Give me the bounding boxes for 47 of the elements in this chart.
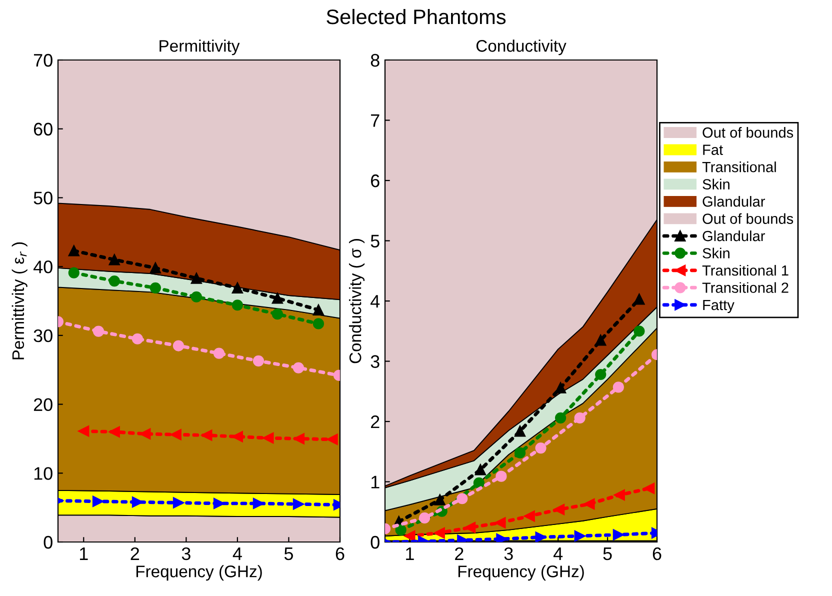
- x-tick-label: 5: [284, 548, 293, 560]
- legend-label: Skin: [702, 178, 730, 190]
- x-tick-label: 4: [232, 548, 242, 560]
- y-tick-label: 1: [371, 476, 380, 488]
- y-tick-label: 10: [34, 467, 52, 480]
- x-tick-label: 1: [406, 548, 414, 560]
- text: Out of bounds: [702, 127, 794, 138]
- chart-title: Conductivity: [476, 40, 566, 56]
- text: Out of bounds: [702, 213, 794, 224]
- y-tick-label: 50: [34, 192, 52, 204]
- x-tick-label: 4: [553, 548, 563, 560]
- x-tick-label: 2: [130, 547, 140, 560]
- y-axis-title: Permittivity ( ε$_{r}$ ): [12, 242, 28, 360]
- y-tick-label: 7: [371, 114, 380, 127]
- y-tick-label: 4: [370, 295, 380, 308]
- x-tick-label: 3: [504, 547, 513, 560]
- legend-label: Transitional: [702, 162, 776, 172]
- legend-label: Transitional 1: [702, 264, 788, 276]
- y-tick-label: 70: [34, 54, 52, 67]
- y-tick-label: 6: [371, 174, 380, 188]
- text: Selected Phantoms: [326, 8, 506, 24]
- x-tick-label: 5: [603, 548, 612, 560]
- x-tick-label: 2: [455, 547, 464, 560]
- x-tick-label: 6: [652, 547, 662, 560]
- legend-label: Fat: [703, 144, 723, 155]
- y-tick-label: 8: [370, 54, 380, 67]
- x-axis-title: Frequency (GHz): [458, 565, 584, 581]
- x-tick-label: 1: [80, 548, 88, 560]
- y-axis-title: Conductivity ( σ ): [349, 239, 365, 364]
- legend-label: Glandular: [702, 196, 765, 207]
- legend-label: Fatty: [703, 300, 734, 314]
- x-tick-label: 3: [182, 547, 190, 560]
- chart-title: Permittivity: [160, 40, 240, 56]
- legend-label: Glandular: [702, 230, 765, 242]
- y-tick-label: 3: [370, 355, 380, 368]
- x-axis-title: Frequency (GHz): [136, 565, 262, 581]
- x-tick-label: 6: [336, 547, 344, 560]
- y-tick-label: 2: [371, 415, 380, 428]
- y-tick-label: 30: [34, 329, 52, 342]
- y-tick-label: 0: [370, 536, 380, 549]
- legend-label: Transitional 2: [702, 282, 788, 293]
- y-tick-label: 20: [34, 398, 52, 412]
- legend-label: Skin: [702, 248, 730, 258]
- y-tick-label: 60: [34, 122, 52, 136]
- y-tick-label: 5: [370, 234, 380, 248]
- y-tick-label: 0: [44, 536, 52, 549]
- y-tick-label: 40: [33, 260, 52, 274]
